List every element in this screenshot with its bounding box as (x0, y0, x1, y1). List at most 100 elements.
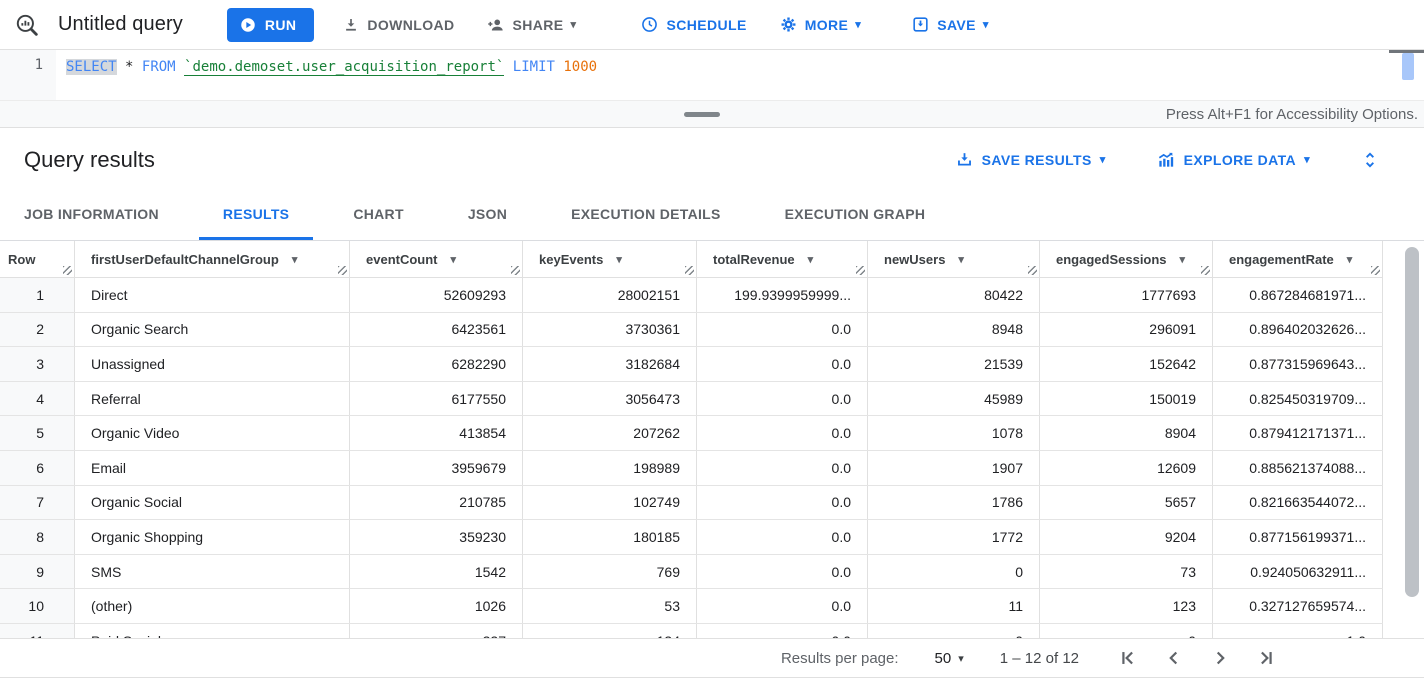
sql-limit-keyword: LIMIT (512, 59, 555, 75)
column-resize-handle[interactable] (685, 266, 694, 275)
editor-scrollbar[interactable] (1402, 53, 1414, 97)
column-resize-handle[interactable] (856, 266, 865, 275)
run-button[interactable]: RUN (226, 7, 315, 42)
table-cell: 1078 (868, 416, 1040, 450)
column-header-totalRevenue[interactable]: totalRevenue ▾ (697, 241, 868, 277)
more-button-label: MORE (804, 16, 849, 33)
clock-icon (642, 17, 658, 32)
table-cell: 0.0 (697, 485, 868, 520)
editor-scrollbar-thumb[interactable] (1402, 53, 1414, 80)
splitter-drag-handle[interactable] (684, 112, 720, 117)
row-number-cell: 9 (0, 554, 75, 589)
table-cell: 1777693 (1040, 278, 1213, 312)
panel-splitter-strip: Press Alt+F1 for Accessibility Options. (0, 100, 1424, 128)
sql-from-keyword: FROM (141, 59, 176, 75)
column-sort-caret-icon[interactable]: ▾ (450, 253, 457, 266)
table-cell: 45989 (868, 381, 1040, 416)
column-header-engagedSessions[interactable]: engagedSessions ▾ (1040, 241, 1213, 277)
tab-chart[interactable]: CHART (353, 206, 404, 222)
save-results-button[interactable]: SAVE RESULTS ▾ (955, 150, 1106, 169)
table-scrollbar[interactable] (1405, 247, 1419, 685)
table-row: 1 Direct 52609293 28002151 199.9399959999...… (0, 278, 1383, 313)
column-resize-handle[interactable] (338, 266, 347, 275)
column-resize-handle[interactable] (511, 266, 520, 275)
column-sort-caret-icon[interactable]: ▾ (616, 253, 622, 266)
table-cell: 1907 (868, 450, 1040, 485)
table-cell: Email (75, 450, 350, 485)
table-row: 7 Organic Social 210785 102749 0.0 1786 5657 0.… (0, 485, 1383, 521)
table-cell: 199.9399959999... (697, 278, 868, 312)
column-header-keyEvents[interactable]: keyEvents ▾ (523, 241, 697, 277)
table-cell: 1772 (868, 520, 1040, 554)
gear-icon (781, 17, 796, 32)
tab-json[interactable]: JSON (467, 206, 508, 222)
download-button-label: DOWNLOAD (367, 16, 455, 33)
column-header-eventCount[interactable]: eventCount ▾ (350, 241, 523, 277)
collapse-panel-button[interactable] (1360, 150, 1380, 170)
more-button[interactable]: MORE ▾ (779, 15, 862, 34)
table-row: 11Paid Social2271340.0001.0 (0, 623, 1383, 638)
column-sort-caret-icon[interactable]: ▾ (958, 253, 964, 266)
save-button[interactable]: SAVE ▾ (911, 15, 989, 34)
query-results-title: Query results (24, 146, 155, 172)
save-results-icon (957, 153, 971, 166)
page-size-select[interactable]: 50 ▾ (935, 650, 964, 667)
column-sort-caret-icon[interactable]: ▾ (1179, 253, 1186, 266)
sql-editor[interactable]: 1 SELECT * FROM `demo.demoset.user_acqui… (0, 50, 1424, 100)
sql-code-line[interactable]: SELECT * FROM `demo.demoset.user_acquisi… (56, 50, 1424, 100)
row-number-cell: 7 (0, 485, 75, 520)
table-cell: Organic Social (75, 485, 350, 520)
download-button[interactable]: DOWNLOAD (342, 16, 454, 34)
tab-execution-details[interactable]: EXECUTION DETAILS (571, 206, 721, 222)
explore-data-button[interactable]: EXPLORE DATA ▾ (1156, 150, 1310, 170)
column-resize-handle[interactable] (1201, 266, 1210, 275)
share-button[interactable]: SHARE ▾ (486, 15, 577, 35)
previous-page-button[interactable] (1162, 646, 1186, 670)
table-cell: 8904 (1040, 416, 1213, 450)
tab-results[interactable]: RESULTS (198, 191, 314, 240)
column-sort-caret-icon[interactable]: ▾ (1346, 253, 1353, 266)
share-button-label: SHARE (512, 16, 564, 33)
column-sort-caret-icon[interactable]: ▾ (291, 253, 298, 266)
table-cell: 0 (868, 623, 1040, 638)
table-cell: 210785 (350, 485, 523, 520)
first-page-button[interactable] (1116, 646, 1140, 670)
row-number-cell: 4 (0, 381, 75, 416)
sql-select-keyword: SELECT (66, 59, 117, 75)
table-row: 4 Referral 6177550 3056473 0.0 45989 150019 0.8… (0, 381, 1383, 417)
table-cell: 198989 (523, 450, 697, 485)
schedule-button[interactable]: SCHEDULE (640, 15, 746, 34)
page-range-label: 1 – 12 of 12 (999, 649, 1079, 667)
query-results-actions: SAVE RESULTS ▾ EXPLORE DATA ▾ (955, 150, 1380, 170)
row-number-cell: 5 (0, 416, 75, 450)
table-scrollbar-thumb[interactable] (1405, 247, 1419, 597)
row-number-cell: 2 (0, 312, 75, 347)
column-header-label: keyEvents (539, 251, 604, 267)
column-header-newUsers[interactable]: newUsers ▾ (868, 241, 1040, 277)
column-header-firstUserDefaultChannelGroup[interactable]: firstUserDefaultChannelGroup ▾ (75, 241, 350, 277)
column-resize-handle[interactable] (63, 266, 72, 275)
column-resize-handle[interactable] (1371, 266, 1380, 275)
column-header-label: firstUserDefaultChannelGroup (91, 251, 279, 267)
chevron-right-icon (1216, 651, 1225, 665)
table-cell: 0 (868, 554, 1040, 589)
explore-data-chart-icon (1158, 152, 1173, 167)
next-page-button[interactable] (1208, 646, 1232, 670)
last-page-button[interactable] (1254, 646, 1278, 670)
column-sort-caret-icon[interactable]: ▾ (807, 253, 814, 266)
tab-job-information[interactable]: JOB INFORMATION (24, 206, 159, 222)
column-header-row: Row (0, 241, 75, 277)
table-cell: 3959679 (350, 450, 523, 485)
table-cell: 1026 (350, 589, 523, 623)
column-resize-handle[interactable] (1028, 266, 1037, 275)
column-header-label: Row (8, 251, 36, 267)
table-cell: Direct (75, 278, 350, 312)
chevron-down-icon: ▾ (1304, 154, 1310, 166)
table-cell: 3182684 (523, 347, 697, 381)
table-cell: 0.0 (697, 416, 868, 450)
tab-execution-graph[interactable]: EXECUTION GRAPH (784, 206, 926, 222)
table-cell: 12609 (1040, 450, 1213, 485)
sql-table-ref[interactable]: `demo.demoset.user_acquisition_report` (184, 59, 505, 76)
column-header-engagementRate[interactable]: engagementRate ▾ (1213, 241, 1383, 277)
